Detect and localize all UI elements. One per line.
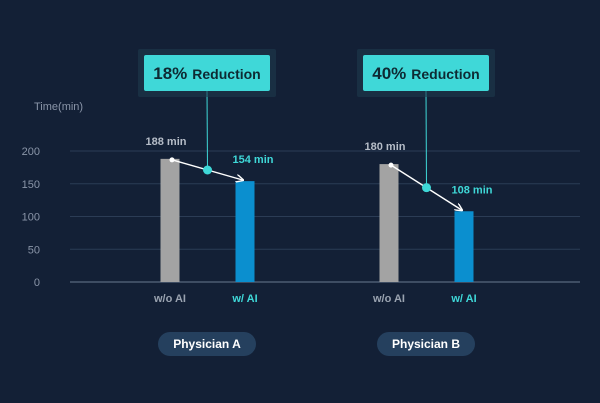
data-label: 108 min [452,184,493,196]
y-tick-label: 200 [22,146,40,158]
callout-connector [425,90,427,188]
bar [160,158,180,282]
bar [454,211,474,282]
group-name: Physician A [173,337,241,351]
x-category-label: w/ AI [231,293,257,305]
grid-lines [70,150,580,283]
arrow-start-dot [169,157,175,163]
callout-box [363,55,489,91]
callout-word: Reduction [192,66,260,82]
y-axis-label: Time(min) [34,101,83,113]
callout-percent: 40% [372,64,406,83]
callout-word: Reduction [411,66,479,82]
y-tick-label: 100 [22,212,40,224]
bar [379,164,399,282]
callout-connector [206,90,208,170]
x-category-label: w/ AI [450,293,476,305]
callout-label: 40% Reduction [372,64,479,83]
y-tick-label: 50 [28,244,40,256]
y-tick-label: 0 [34,277,40,289]
value-labels: w/o AI w/ AI 188 min 154 min w/o AI w/ AI 180 … [146,136,493,305]
data-label: 180 min [365,141,406,153]
y-tick-label: 150 [22,179,40,191]
data-label: 188 min [146,136,187,148]
group-name: Physician B [392,337,460,351]
callouts: 18% Reduction 40% Reduction [138,49,495,188]
data-label: 154 min [233,154,274,166]
callout-label: 18% Reduction [153,64,260,83]
group-pill [158,332,256,356]
x-category-label: w/o AI [372,293,405,305]
group-pill [377,332,475,356]
callout-percent: 18% [153,64,187,83]
bars [160,158,474,282]
callout-box [144,55,270,91]
y-tick-labels: 0 50 100 150 200 [22,146,40,289]
x-category-label: w/o AI [153,293,186,305]
arrow-start-dot [388,162,394,168]
bar [235,181,255,282]
group-pills: Physician A Physician B [158,332,475,356]
